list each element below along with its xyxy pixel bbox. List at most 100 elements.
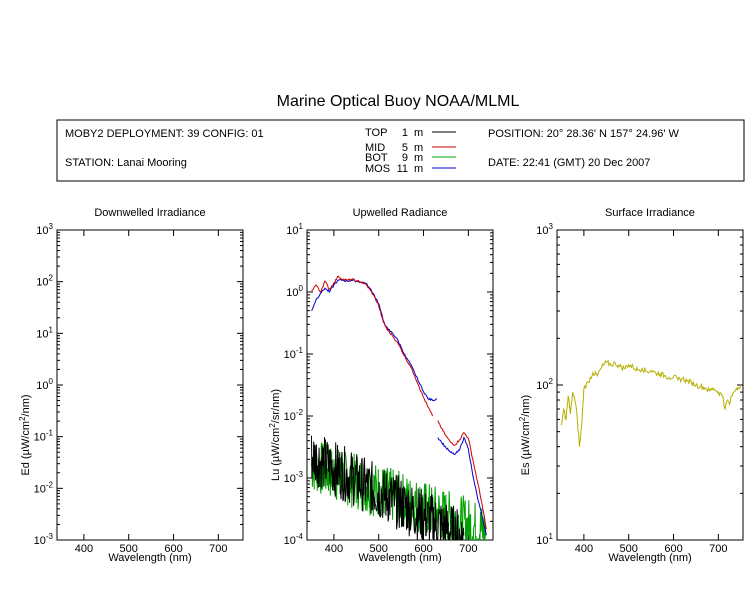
y-tick-label: 101 xyxy=(536,532,553,547)
legend-depth-value: 1 xyxy=(402,127,408,139)
x-tick-label: 700 xyxy=(459,543,477,555)
y-tick-exponent: -4 xyxy=(296,532,304,541)
panel-upwelled-radiance: Upwelled Radiance 400 500 600 700 Wavelength … xyxy=(268,207,494,564)
y-tick-label: 103 xyxy=(536,222,553,237)
x-tick-label: 400 xyxy=(325,543,343,555)
legend-depth-unit: m xyxy=(414,142,423,154)
x-tick-label: 400 xyxy=(75,543,93,555)
y-tick-exponent: 3 xyxy=(49,222,54,231)
chart-title: Marine Optical Buoy NOAA/MLML xyxy=(277,93,520,110)
y-tick-base: 10 xyxy=(536,380,548,392)
series-line xyxy=(437,420,487,530)
legend-depth-unit: m xyxy=(414,127,423,139)
x-tick-label: 600 xyxy=(414,543,432,555)
y-tick-label: 103 xyxy=(36,222,53,237)
x-tick-label: 600 xyxy=(664,543,682,555)
y-tick-label: 10-4 xyxy=(284,532,304,547)
legend-depth-unit: m xyxy=(414,152,423,164)
y-tick-label: 102 xyxy=(36,274,53,289)
y-tick-label: 100 xyxy=(36,377,53,392)
plot-area xyxy=(561,359,742,447)
y-label-main: Es (µW/cm xyxy=(520,421,532,475)
legend-depth-name: TOP xyxy=(365,127,387,139)
y-tick-exponent: -2 xyxy=(46,480,54,489)
plot-area xyxy=(311,275,487,540)
info-box-border xyxy=(56,119,745,182)
series-line xyxy=(311,278,438,402)
y-tick-base: 10 xyxy=(286,225,298,237)
y-tick-label: 10-2 xyxy=(34,480,54,495)
y-tick-label: 10-3 xyxy=(34,532,54,547)
y-label-superscript: 2 xyxy=(18,416,27,421)
panel-title: Upwelled Radiance xyxy=(353,207,448,219)
y-tick-base: 10 xyxy=(36,225,48,237)
y-tick-base: 10 xyxy=(34,483,46,495)
y-tick-base: 10 xyxy=(536,225,548,237)
y-tick-exponent: -3 xyxy=(296,470,304,479)
x-tick-label: 500 xyxy=(620,543,638,555)
series-line-noise xyxy=(311,435,465,540)
plot-frame xyxy=(56,229,244,541)
y-tick-exponent: 1 xyxy=(299,222,304,231)
x-axis-label: Wavelength (nm) xyxy=(608,552,691,564)
y-axis-label: Ed (µW/cm2/nm) xyxy=(18,394,32,475)
x-axis-label: Wavelength (nm) xyxy=(358,552,441,564)
panel-surface-irradiance: Surface Irradiance 400 500 600 700 Wavelength… xyxy=(518,207,744,564)
y-tick-base: 10 xyxy=(284,349,296,361)
x-tick-label: 400 xyxy=(575,543,593,555)
x-axis-label: Wavelength (nm) xyxy=(108,552,191,564)
y-label-superscript: 2 xyxy=(268,423,277,428)
station-text: STATION: Lanai Mooring xyxy=(65,157,187,169)
legend-depth-name: BOT xyxy=(365,152,388,164)
y-tick-exponent: 1 xyxy=(49,325,54,334)
y-tick-base: 10 xyxy=(36,328,48,340)
y-label-main: Ed (µW/cm xyxy=(20,421,32,476)
panel-title: Downwelled Irradiance xyxy=(94,207,205,219)
y-label-tail: /nm) xyxy=(20,394,32,416)
y-tick-base: 10 xyxy=(284,535,296,547)
y-tick-label: 10-2 xyxy=(284,408,304,423)
legend-depth-unit: m xyxy=(414,163,423,175)
panel-title: Surface Irradiance xyxy=(605,207,695,219)
legend-depth-name: MOS xyxy=(365,163,390,175)
y-label-tail: /sr/nm) xyxy=(270,389,282,423)
y-tick-exponent: 2 xyxy=(49,274,54,283)
y-tick-exponent: -1 xyxy=(296,346,304,355)
y-tick-label: 10-1 xyxy=(34,429,54,444)
series-line xyxy=(437,436,487,536)
y-tick-label: 101 xyxy=(286,222,303,237)
info-box: MOBY2 DEPLOYMENT: 39 CONFIG: 01 STATION:… xyxy=(56,119,745,182)
y-tick-label: 101 xyxy=(36,325,53,340)
x-tick-label: 500 xyxy=(370,543,388,555)
y-tick-exponent: 3 xyxy=(549,222,554,231)
legend-depth-name: MID xyxy=(365,142,385,154)
series-line xyxy=(561,359,742,447)
y-tick-base: 10 xyxy=(34,432,46,444)
y-tick-base: 10 xyxy=(284,411,296,423)
date-text: DATE: 22:41 (GMT) 20 Dec 2007 xyxy=(488,157,650,169)
y-label-tail: /nm) xyxy=(520,395,532,417)
x-tick-label: 600 xyxy=(164,543,182,555)
legend-depth-value: 11 xyxy=(397,163,408,175)
y-axis-label: Es (µW/cm2/nm) xyxy=(518,395,532,475)
y-tick-base: 10 xyxy=(36,277,48,289)
y-tick-base: 10 xyxy=(286,287,298,299)
y-tick-exponent: 0 xyxy=(49,377,54,386)
plot-frame xyxy=(306,229,494,541)
legend-depth-value: 9 xyxy=(402,152,408,164)
x-tick-label: 700 xyxy=(709,543,727,555)
y-tick-exponent: 0 xyxy=(299,284,304,293)
position-text: POSITION: 20° 28.36' N 157° 24.96' W xyxy=(488,128,680,140)
y-tick-base: 10 xyxy=(34,535,46,547)
y-tick-base: 10 xyxy=(536,535,548,547)
series-line xyxy=(311,275,433,417)
legend-depth-value: 5 xyxy=(402,142,408,154)
y-tick-exponent: -2 xyxy=(296,408,304,417)
y-axis-label: Lu (µW/cm2/sr/nm) xyxy=(268,389,282,481)
deployment-text: MOBY2 DEPLOYMENT: 39 CONFIG: 01 xyxy=(65,128,264,140)
y-label-superscript: 2 xyxy=(518,416,527,421)
y-tick-exponent: -3 xyxy=(46,532,54,541)
y-tick-exponent: -1 xyxy=(46,429,54,438)
